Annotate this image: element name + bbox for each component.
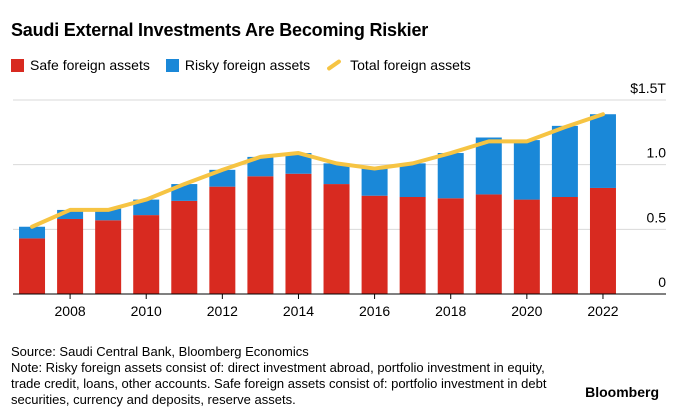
source-note: Source: Saudi Central Bank, Bloomberg Ec… xyxy=(11,344,309,359)
total-assets-line xyxy=(30,112,605,229)
bar-safe xyxy=(399,197,426,294)
bar-risky xyxy=(57,209,84,219)
bloomberg-logo: Bloomberg xyxy=(585,384,659,400)
x-tick-label: 2010 xyxy=(131,303,162,319)
bar-risky xyxy=(551,125,578,197)
legend-label-total: Total foreign assets xyxy=(350,57,471,73)
legend-swatch-risky xyxy=(165,58,179,72)
legend-swatch-safe xyxy=(11,58,24,72)
x-tick-label: 2018 xyxy=(435,303,466,319)
x-tick-label: 2012 xyxy=(207,303,238,319)
bar-safe xyxy=(95,220,122,294)
bar-risky xyxy=(19,226,46,239)
y-tick-label: 1.0 xyxy=(647,145,667,161)
bar-risky xyxy=(95,208,122,221)
bar-risky xyxy=(133,199,160,216)
definition-note: Note: Risky foreign assets consist of: d… xyxy=(11,360,547,407)
legend-swatch-total xyxy=(326,58,342,72)
y-tick-label: 0.5 xyxy=(647,209,667,225)
x-tick-label: 2020 xyxy=(511,303,542,319)
bar-safe xyxy=(437,198,464,294)
bar-safe xyxy=(589,187,616,294)
x-tick-label: 2008 xyxy=(55,303,86,319)
bar-risky xyxy=(361,168,388,196)
bar-risky xyxy=(589,114,616,188)
legend: Safe foreign assets Risky foreign assets… xyxy=(11,56,487,74)
legend-item-risky: Risky foreign assets xyxy=(165,57,311,73)
bar-safe xyxy=(209,186,236,294)
bar-risky xyxy=(323,163,350,185)
legend-item-total: Total foreign assets xyxy=(326,57,471,73)
footer: Source: Saudi Central Bank, Bloomberg Ec… xyxy=(11,344,571,408)
bar-safe xyxy=(133,215,160,294)
bar-safe xyxy=(19,238,46,294)
bar-safe xyxy=(361,195,388,294)
bar-safe xyxy=(551,197,578,294)
bar-safe xyxy=(323,184,350,294)
chart-title: Saudi External Investments Are Becoming … xyxy=(11,20,429,40)
x-tick-label: 2022 xyxy=(587,303,618,319)
legend-label-safe: Safe foreign assets xyxy=(30,57,150,73)
bar-risky xyxy=(513,140,540,200)
bar-safe xyxy=(171,200,198,294)
bar-risky xyxy=(475,137,502,195)
y-tick-label: 0 xyxy=(658,274,666,290)
bar-risky xyxy=(247,156,274,177)
bar-risky xyxy=(399,163,426,197)
bar-safe xyxy=(247,176,274,294)
bar-risky xyxy=(285,153,312,174)
x-tick-label: 2014 xyxy=(283,303,314,319)
bar-safe xyxy=(475,194,502,294)
legend-label-risky: Risky foreign assets xyxy=(184,57,311,73)
bar-safe xyxy=(285,173,312,294)
legend-item-safe: Safe foreign assets xyxy=(11,57,150,73)
y-tick-label: $1.5T xyxy=(630,80,666,96)
bar-risky xyxy=(437,153,464,199)
bar-safe xyxy=(57,218,84,294)
chart-area: $1.5T 1.0 0.5 0 2008 2010 2012 2014 2016 2018 2020… xyxy=(13,80,667,319)
x-tick-label: 2016 xyxy=(359,303,390,319)
bar-safe xyxy=(513,199,540,294)
